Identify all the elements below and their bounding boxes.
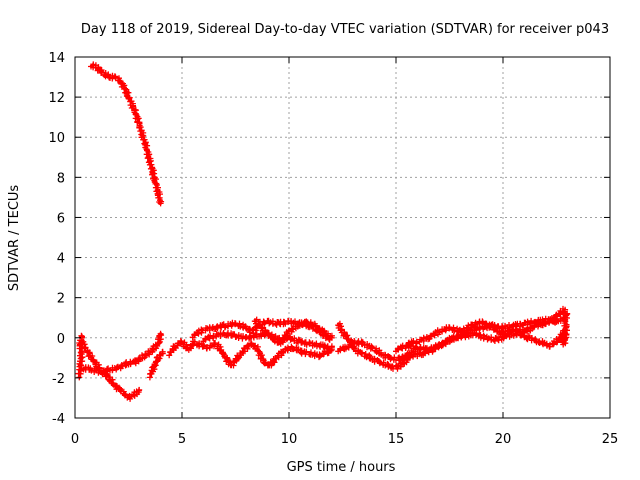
- y-tick-label: 0: [57, 332, 65, 347]
- y-tick-label: 8: [57, 171, 65, 186]
- series-markers: [403, 305, 569, 349]
- y-tick-label: 14: [48, 51, 65, 66]
- y-axis-label: SDTVAR / TECUs: [7, 185, 22, 292]
- x-tick-label: 5: [178, 432, 186, 447]
- series-arc-end: [557, 310, 571, 348]
- plot-frame: [74, 56, 611, 419]
- x-tick-label: 15: [388, 432, 405, 447]
- y-tick-label: 6: [57, 211, 65, 226]
- series-markers: [146, 348, 166, 381]
- chart-title: Day 118 of 2019, Sidereal Day-to-day VTE…: [81, 22, 609, 37]
- series-band-g: [403, 305, 569, 349]
- series-band-c: [200, 329, 335, 352]
- series-band-b: [194, 340, 335, 369]
- y-tick-label: -2: [52, 372, 65, 387]
- x-axis-label: GPS time / hours: [287, 460, 396, 475]
- series-markers: [200, 329, 335, 352]
- series-arc-early-mid: [80, 330, 165, 377]
- series-markers: [557, 310, 571, 348]
- axis-ticks: [74, 56, 611, 419]
- y-tick-label: 4: [57, 252, 65, 267]
- series-markers: [194, 340, 335, 369]
- series-arc-high: [88, 61, 165, 207]
- series-arc-5h: [166, 338, 198, 359]
- y-tick-label: 2: [57, 292, 65, 307]
- x-tick-label: 0: [71, 432, 79, 447]
- series-arc-4h: [146, 348, 166, 381]
- x-tick-label: 20: [495, 432, 512, 447]
- series-markers: [166, 338, 198, 359]
- y-tick-label: -4: [52, 412, 65, 427]
- series-band-d: [251, 316, 335, 347]
- series-markers: [251, 316, 335, 347]
- tick-labels: 0 5 10 15 20 25 -4 -2 0 2 4 6 8 10 12 14: [48, 51, 618, 447]
- data-series: [75, 61, 571, 402]
- series-markers: [88, 61, 165, 207]
- x-tick-label: 10: [281, 432, 298, 447]
- x-tick-label: 25: [602, 432, 619, 447]
- series-markers: [80, 330, 165, 377]
- y-tick-label: 10: [48, 131, 65, 146]
- y-tick-label: 12: [48, 91, 65, 106]
